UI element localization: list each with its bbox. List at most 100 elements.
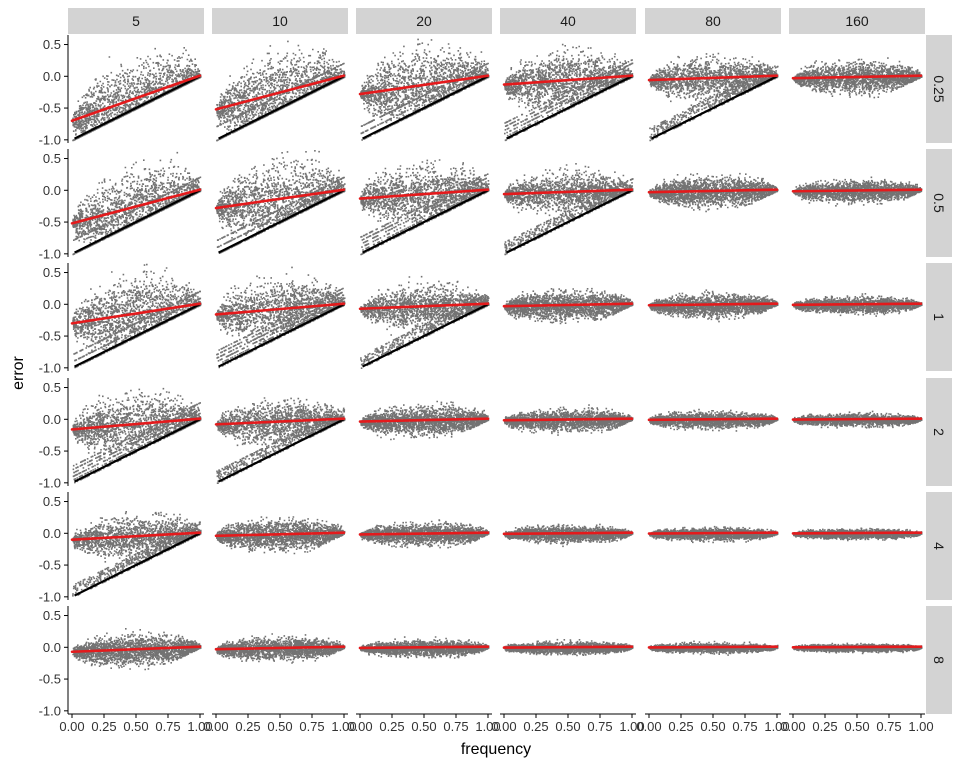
scatter-points [504,163,634,256]
fit-line [647,188,779,194]
x-tick-label: 0.25 [668,719,693,734]
point-cloud [72,511,202,597]
fit-line [214,188,346,210]
x-tick-label: 0.75 [587,719,612,734]
lower-boundary-points [74,189,201,254]
facet-panel-2-40 [502,404,634,436]
y-tick-label: 0.0 [43,69,61,84]
x-tick-label: 1.00 [475,719,500,734]
column-strip-label: 5 [132,13,140,29]
y-tick-label: 0.5 [43,265,61,280]
facet-panel-0.5-10 [214,150,346,254]
x-tick-label: 0.00 [59,719,84,734]
facet-panel-4-10 [214,516,346,555]
facet-panel-1-80 [647,289,779,323]
row-strip-label: 8 [931,656,947,664]
strip-background [789,8,925,34]
facet-panel-1-20 [358,275,490,369]
lower-boundary-points [74,75,201,140]
strip-background [926,149,952,257]
x-tick-label: 0.00 [203,719,228,734]
x-axis-col-40: 0.00 0.25 0.50 0.75 1.00 [491,713,645,734]
y-axis-row-0.5: -1.0 -0.5 0.0 0.5 [39,149,69,261]
x-tick-label: 0.75 [155,719,180,734]
fit-line [358,417,490,423]
x-tick-label: 0.00 [780,719,805,734]
row-strip-0.5: 0.5 [926,149,952,257]
scatter-points [504,523,634,548]
scatter-points [793,527,923,542]
row-strip-label: 4 [931,542,947,550]
fit-line [647,74,779,82]
facet-panel-1-10 [214,266,346,369]
strip-background [926,606,952,714]
x-axis-col-160: 0.00 0.25 0.50 0.75 1.00 [780,713,934,734]
x-tick-label: 0.50 [411,719,436,734]
x-tick-label: 1.00 [187,719,212,734]
point-cloud [216,397,346,484]
facet-panel-0.5-20 [358,159,490,256]
lower-boundary-points [74,418,201,483]
point-cloud [216,40,346,142]
lower-boundary-points [362,75,489,140]
fit-line [214,74,346,111]
facet-panel-4-80 [647,525,779,544]
x-tick-label: 1.00 [908,719,933,734]
x-axis-title: frequency [461,741,531,758]
point-cloud [504,523,634,548]
y-tick-label: 0.0 [43,183,61,198]
point-cloud [72,151,202,256]
strip-background [926,378,952,486]
row-strip-label: 0.5 [931,193,947,213]
x-tick-label: 0.75 [732,719,757,734]
fit-line [358,531,490,536]
column-strip-label: 80 [705,13,721,29]
scatter-points [216,40,346,142]
fit-line [214,531,346,538]
scatter-points [216,266,346,369]
row-strip-label: 1 [931,313,947,321]
fit-line [647,302,779,307]
y-tick-label: -0.5 [39,444,61,459]
lower-boundary-points [506,189,633,254]
y-tick-label: -1.0 [39,246,61,261]
y-tick-label: 0.5 [43,37,61,52]
x-axis-col-80: 0.00 0.25 0.50 0.75 1.00 [636,713,790,734]
facet-panel-0.25-160 [791,57,923,99]
facet-panel-0.5-40 [502,163,634,256]
point-cloud [72,387,202,484]
x-tick-label: 1.00 [331,719,356,734]
scatter-points [504,43,634,142]
x-axis-col-10: 0.00 0.25 0.50 0.75 1.00 [203,713,357,734]
y-axis-title: error [10,355,27,389]
fit-line [791,417,923,421]
y-tick-label: 0.0 [43,526,61,541]
facet-panel-1-160 [791,293,923,317]
column-strip-label: 10 [272,13,288,29]
x-tick-label: 0.25 [523,719,548,734]
facet-panel-0.25-5 [70,47,202,142]
row-strips: 0.25 0.5 1 2 4 8 [926,35,952,714]
fit-line [358,74,490,96]
facet-panel-0.25-10 [214,40,346,142]
row-strip-2: 2 [926,378,952,486]
y-tick-label: -1.0 [39,132,61,147]
point-cloud [649,172,779,213]
strip-background [500,8,636,34]
fit-line [791,302,923,307]
y-tick-label: -0.5 [39,672,61,687]
column-strip-5: 5 [68,8,204,34]
y-axis-row-0.25: -1.0 -0.5 0.0 0.5 [39,35,69,147]
column-strip-label: 20 [416,13,432,29]
x-tick-label: 1.00 [764,719,789,734]
fit-line [647,645,779,649]
y-tick-label: 0.5 [43,151,61,166]
point-cloud [360,38,490,141]
x-tick-label: 0.50 [555,719,580,734]
strip-background [926,35,952,143]
fit-line [502,417,634,422]
facet-panel-0.5-5 [70,151,202,256]
point-cloud [504,43,634,142]
scatter-points [72,263,202,369]
scatter-points [72,387,202,484]
